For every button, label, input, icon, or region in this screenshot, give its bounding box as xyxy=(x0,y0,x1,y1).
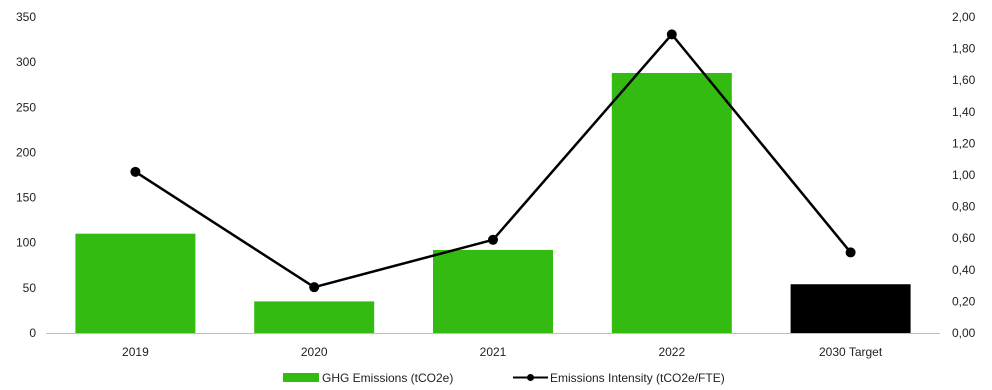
intensity-line xyxy=(134,32,852,289)
left-tick-label: 150 xyxy=(16,191,36,205)
line-point xyxy=(488,234,498,245)
left-tick-label: 100 xyxy=(16,236,36,250)
line-point xyxy=(666,29,677,40)
right-tick-label: 0,00 xyxy=(952,326,976,340)
legend-bar-label: GHG Emissions (tCO2e) xyxy=(322,371,453,385)
line-point xyxy=(845,247,856,258)
legend: GHG Emissions (tCO2e) Emissions Intensit… xyxy=(283,371,725,385)
right-tick-label: 0,80 xyxy=(952,200,976,214)
x-axis-labels: 2019 2020 2021 2022 2030 Target xyxy=(122,345,883,359)
bar xyxy=(254,301,375,333)
bar-series xyxy=(75,72,911,333)
right-tick-label: 1,00 xyxy=(952,168,976,182)
bar xyxy=(611,72,732,333)
right-tick-label: 0,20 xyxy=(952,294,976,308)
right-tick-label: 0,40 xyxy=(952,263,976,277)
right-tick-label: 2,00 xyxy=(952,10,976,24)
legend-line-label: Emissions Intensity (tCO2e/FTE) xyxy=(550,371,725,385)
left-tick-label: 300 xyxy=(16,55,36,69)
right-tick-label: 1,60 xyxy=(952,73,976,87)
legend-bar-swatch xyxy=(283,373,319,382)
line-point xyxy=(309,282,320,293)
left-tick-label: 200 xyxy=(16,145,36,159)
left-tick-label: 250 xyxy=(16,100,36,114)
right-tick-label: 1,40 xyxy=(952,105,976,119)
right-tick-label: 0,60 xyxy=(952,231,976,245)
line-point xyxy=(130,166,141,177)
legend-line-marker xyxy=(527,374,534,381)
left-tick-label: 50 xyxy=(23,281,37,295)
right-tick-label: 1,20 xyxy=(952,136,976,150)
x-tick-label: 2021 xyxy=(480,345,507,359)
left-tick-label: 350 xyxy=(16,10,36,24)
x-tick-label: 2030 Target xyxy=(819,345,883,359)
x-tick-label: 2019 xyxy=(122,345,149,359)
bar xyxy=(790,284,911,333)
bar xyxy=(433,249,553,333)
line-series xyxy=(130,29,856,293)
x-tick-label: 2020 xyxy=(301,345,328,359)
left-tick-label: 0 xyxy=(29,326,36,340)
x-tick-label: 2022 xyxy=(658,345,685,359)
bar xyxy=(75,233,196,333)
left-y-axis: 0 50 100 150 200 250 300 350 xyxy=(16,10,36,340)
right-y-axis: 0,00 0,20 0,40 0,60 0,80 1,00 1,20 1,40 1,60 1,80… xyxy=(952,10,976,340)
right-tick-label: 1,80 xyxy=(952,42,976,56)
